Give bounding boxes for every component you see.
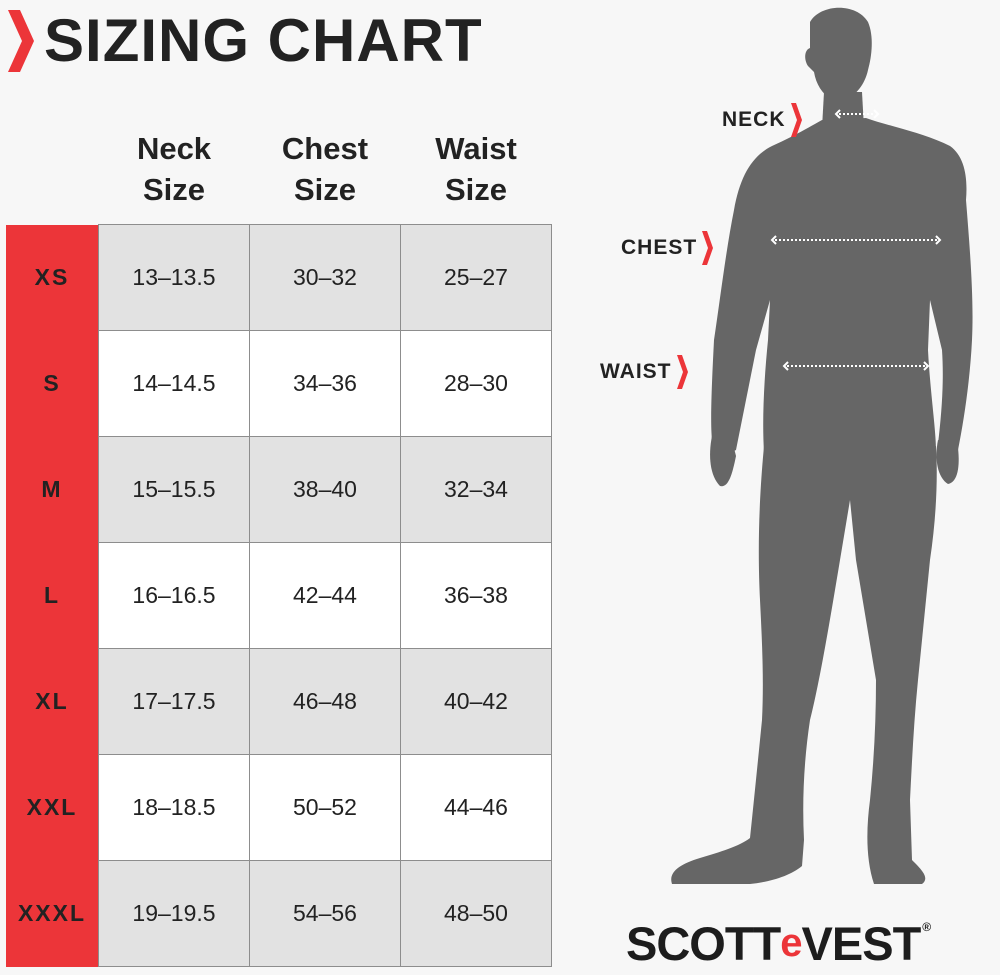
size-label: L	[6, 542, 99, 649]
neck-cell: 17–17.5	[98, 648, 250, 755]
column-header-neck: Neck Size	[136, 131, 212, 207]
measure-label-waist: WAIST	[600, 355, 688, 389]
table-row: XXXL 19–19.5 54–56 48–50	[6, 860, 552, 967]
measure-label-chest: CHEST	[621, 231, 714, 265]
chest-cell: 34–36	[249, 330, 401, 437]
waist-cell: 36–38	[400, 542, 552, 649]
size-label: XL	[6, 648, 99, 755]
table-row: L 16–16.5 42–44 36–38	[6, 542, 552, 649]
table-row: S 14–14.5 34–36 28–30	[6, 330, 552, 437]
chest-cell: 54–56	[249, 860, 401, 967]
neck-cell: 18–18.5	[98, 754, 250, 861]
size-label: XXL	[6, 754, 99, 861]
neck-double-arrow-icon	[834, 109, 880, 119]
person-silhouette	[671, 7, 973, 884]
waist-double-arrow-icon	[782, 361, 930, 371]
neck-cell: 15–15.5	[98, 436, 250, 543]
neck-cell: 19–19.5	[98, 860, 250, 967]
size-label: S	[6, 330, 99, 437]
sizing-table: XS 13–13.5 30–32 25–27 S 14–14.5 34–36 2…	[6, 224, 552, 967]
size-label: M	[6, 436, 99, 543]
chest-cell: 42–44	[249, 542, 401, 649]
waist-cell: 25–27	[400, 224, 552, 331]
chevron-right-icon	[790, 103, 802, 137]
measure-label-neck: NECK	[722, 103, 802, 137]
waist-cell: 40–42	[400, 648, 552, 755]
brand-logo: SCOTT e VEST ®	[626, 917, 931, 970]
chevron-right-icon	[676, 355, 688, 389]
chest-cell: 30–32	[249, 224, 401, 331]
waist-cell: 48–50	[400, 860, 552, 967]
neck-cell: 13–13.5	[98, 224, 250, 331]
table-row: XXL 18–18.5 50–52 44–46	[6, 754, 552, 861]
waist-cell: 44–46	[400, 754, 552, 861]
waist-cell: 28–30	[400, 330, 552, 437]
chest-cell: 46–48	[249, 648, 401, 755]
table-row: XS 13–13.5 30–32 25–27	[6, 224, 552, 331]
column-header-waist: Waist Size	[435, 131, 517, 207]
chest-cell: 38–40	[249, 436, 401, 543]
chest-double-arrow-icon	[770, 235, 942, 245]
size-label: XS	[6, 224, 99, 331]
chevron-right-icon	[8, 10, 34, 72]
size-label: XXXL	[6, 860, 99, 967]
table-row: M 15–15.5 38–40 32–34	[6, 436, 552, 543]
table-row: XL 17–17.5 46–48 40–42	[6, 648, 552, 755]
title-block: SIZING CHART	[8, 10, 483, 72]
chevron-right-icon	[702, 231, 714, 265]
page-title: SIZING CHART	[44, 7, 483, 74]
neck-cell: 16–16.5	[98, 542, 250, 649]
neck-cell: 14–14.5	[98, 330, 250, 437]
column-header-chest: Chest Size	[281, 131, 369, 207]
chest-cell: 50–52	[249, 754, 401, 861]
waist-cell: 32–34	[400, 436, 552, 543]
